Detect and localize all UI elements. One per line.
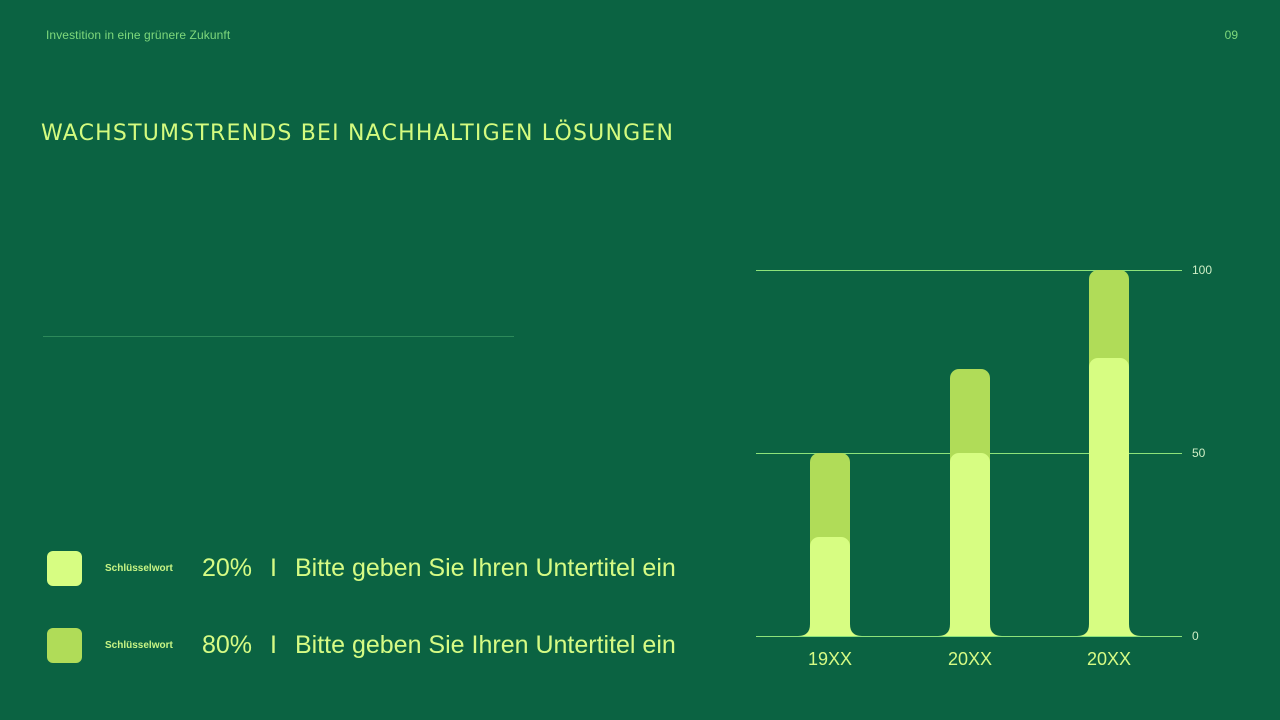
legend-swatch <box>47 627 82 663</box>
gridline <box>756 636 1182 637</box>
bar-outer <box>810 453 850 636</box>
legend-percent: 20% <box>202 553 253 582</box>
legend-separator: I <box>270 630 277 659</box>
legend-keyword: Schlüsselwort <box>105 562 173 574</box>
legend-item: Schlüsselwort 20% I Bitte geben Sie Ihre… <box>47 550 676 586</box>
bar-inner <box>1089 357 1129 636</box>
presentation-subtitle: Investition in eine grünere Zukunft <box>46 28 231 42</box>
bar-inner <box>810 537 850 636</box>
bar-inner <box>950 453 990 636</box>
x-category-label: 20XX <box>947 649 993 669</box>
x-category-label: 19XX <box>807 649 853 669</box>
legend-subtitle: Bitte geben Sie Ihren Untertitel ein <box>295 553 676 582</box>
y-tick-label: 0 <box>1192 629 1199 643</box>
gridline <box>756 270 1182 271</box>
legend-swatch <box>47 550 82 586</box>
bar-foot <box>938 624 1002 636</box>
divider-line <box>43 336 514 337</box>
legend-keyword: Schlüsselwort <box>105 639 173 651</box>
slide-title: WACHSTUMSTRENDS BEI NACHHALTIGEN LÖSUNGE… <box>41 121 675 146</box>
page-number: 09 <box>1224 28 1238 42</box>
bar-foot <box>1077 624 1141 636</box>
bar-foot <box>798 624 862 636</box>
y-tick-label: 100 <box>1192 263 1213 277</box>
y-tick-label: 50 <box>1192 446 1206 460</box>
legend-percent: 80% <box>202 630 253 659</box>
x-category-label: 20XX <box>1086 649 1132 669</box>
legend-subtitle: Bitte geben Sie Ihren Untertitel ein <box>295 630 676 659</box>
gridline <box>756 453 1182 454</box>
bar-outer <box>950 368 990 636</box>
legend-separator: I <box>270 553 277 582</box>
legend-item: Schlüsselwort 80% I Bitte geben Sie Ihre… <box>47 627 676 663</box>
bar-outer <box>1089 270 1129 636</box>
